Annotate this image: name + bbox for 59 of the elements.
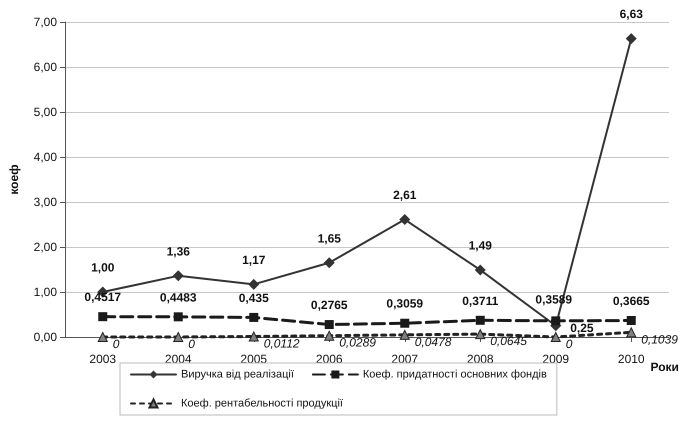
data-label: 0,0289 (339, 336, 376, 350)
y-tick-label: 2,00 (34, 240, 58, 254)
y-tick-label: 7,00 (34, 15, 58, 29)
data-label: 0,3711 (462, 294, 499, 308)
point (474, 264, 486, 276)
point (400, 318, 410, 328)
x-tick-label: 2003 (89, 352, 116, 366)
data-label: 1,65 (318, 231, 342, 246)
x-axis-title: Роки (650, 360, 679, 374)
x-tick-label: 2010 (618, 352, 645, 366)
data-label: 1,17 (242, 252, 266, 267)
y-tick-label: 5,00 (34, 105, 58, 119)
legend-label: Коеф. придатності основних фондів (362, 368, 547, 380)
point (173, 332, 184, 342)
point (476, 316, 485, 325)
y-tick-label: 4,00 (34, 150, 58, 164)
data-label: 6,63 (620, 7, 644, 22)
point (475, 329, 486, 340)
point (98, 312, 108, 322)
y-tick-label: 3,00 (34, 195, 58, 209)
data-label: 0,3665 (612, 294, 650, 308)
data-label: 0,0478 (414, 334, 452, 349)
data-label: 0 (188, 337, 196, 351)
point (174, 312, 183, 322)
data-label: 0,2765 (310, 298, 348, 312)
point (626, 316, 636, 326)
y-axis-title: коеф (7, 164, 21, 195)
data-label: 0,0112 (264, 336, 300, 350)
legend-label: Коеф. рентабельності продукції (181, 398, 343, 410)
point (399, 214, 410, 226)
data-label: 1,00 (91, 260, 115, 274)
data-label: 1,36 (166, 244, 190, 258)
point (324, 330, 334, 341)
point (249, 312, 258, 322)
data-label: 0,4483 (160, 290, 197, 304)
point (626, 33, 637, 44)
point (550, 332, 561, 342)
data-label: 0,25 (570, 320, 594, 335)
legend-label: Виручка від реалізації (181, 368, 294, 380)
point (248, 278, 260, 290)
data-label: 0,4517 (84, 290, 122, 304)
point (172, 270, 184, 282)
data-label: 0,3059 (386, 296, 424, 311)
data-label: 0 (566, 337, 573, 351)
data-label: 2,61 (393, 188, 417, 202)
point (626, 327, 636, 338)
data-label: 1,49 (468, 238, 492, 252)
y-tick-label: 1,00 (34, 285, 58, 299)
point (551, 316, 560, 326)
data-label: 0 (112, 337, 120, 351)
point (324, 257, 335, 268)
y-tick-label: 0,00 (34, 330, 58, 344)
point (324, 320, 334, 330)
y-tick-label: 6,00 (34, 60, 58, 74)
point (248, 331, 259, 342)
point (98, 332, 108, 342)
data-label: 0,0645 (490, 334, 528, 348)
data-label: 0,435 (238, 290, 270, 305)
point (400, 330, 410, 340)
